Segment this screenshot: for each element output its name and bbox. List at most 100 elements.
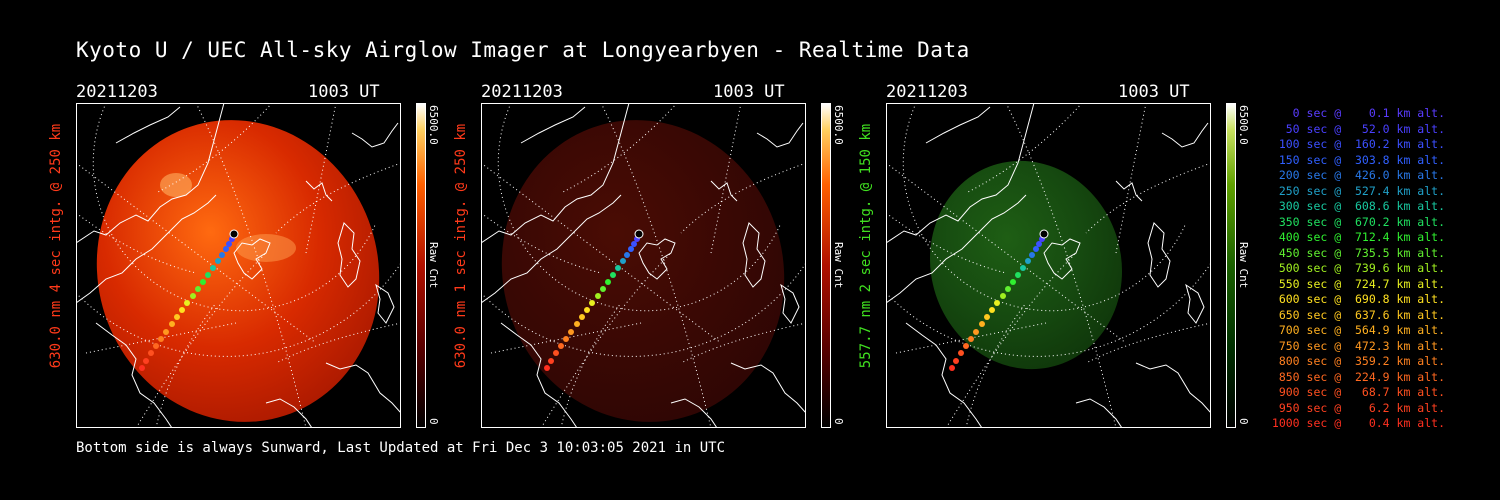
coastline: [1147, 222, 1171, 288]
trajectory-point: [953, 358, 959, 364]
trajectory-point: [615, 265, 621, 271]
coastline: [780, 283, 800, 324]
grid-line: [560, 302, 622, 428]
airglow-field: [96, 120, 380, 422]
coastline: [1135, 362, 1211, 414]
coastline: [76, 194, 217, 304]
panel-date: 20211203: [481, 82, 563, 102]
trajectory-point: [584, 307, 590, 313]
legend-entry: 350 sec @ 670.2 km alt.: [1271, 214, 1445, 229]
trajectory-point: [174, 314, 180, 320]
grid-line: [965, 302, 1027, 428]
trajectory-legend: 0 sec @ 0.1 km alt. 50 sec @ 52.0 km alt…: [1245, 106, 1445, 432]
coastline: [351, 122, 399, 148]
airglow-panel-630nm-1sec: 20211203 1003 UT 630.0 nm 1 sec intg. @ …: [453, 78, 881, 438]
coastline: [1161, 122, 1209, 148]
legend-entry: 750 sec @ 472.3 km alt.: [1271, 338, 1445, 353]
coastline: [710, 180, 738, 202]
trajectory-point: [620, 258, 626, 264]
legend-entry: 800 sec @ 359.2 km alt.: [1271, 354, 1445, 368]
panel-ylabel: 630.0 nm 4 sec intg. @ 250 km: [48, 123, 64, 369]
colorbar-min: 0: [832, 418, 845, 425]
coastline: [670, 398, 718, 428]
trajectory-point: [979, 321, 985, 327]
trajectory-point: [139, 365, 145, 371]
coastline: [76, 103, 225, 244]
trajectory-point: [579, 314, 585, 320]
legend-entry: 850 sec @ 224.9 km alt.: [1271, 369, 1445, 384]
trajectory-point: [1000, 293, 1006, 299]
colorbar-max: 6500.0: [832, 105, 845, 145]
grid-line: [1115, 103, 1147, 254]
grid-line: [540, 252, 672, 428]
legend-entry: 250 sec @ 527.4 km alt.: [1271, 183, 1445, 198]
trajectory-point: [219, 252, 225, 258]
grid-line: [155, 302, 217, 428]
coastline: [481, 103, 630, 244]
grid-line: [76, 212, 197, 274]
legend-entry: 550 sec @ 724.7 km alt.: [1271, 276, 1445, 291]
panel-ylabel: 630.0 nm 1 sec intg. @ 250 km: [453, 123, 469, 369]
legend-entry: 900 sec @ 68.7 km alt.: [1271, 385, 1445, 399]
colorbar-min: 0: [427, 418, 440, 425]
legend-entry: 700 sec @ 564.9 km alt.: [1271, 323, 1445, 337]
bright-patch: [160, 173, 192, 197]
trajectory-point: [1029, 252, 1035, 258]
coastline: [886, 194, 1027, 304]
coastline: [375, 283, 395, 324]
coastline: [1043, 238, 1081, 280]
trajectory-point: [169, 321, 175, 327]
footer-note: Bottom side is always Sunward, Last Upda…: [76, 440, 726, 456]
coastline: [730, 362, 806, 414]
trajectory-point: [158, 336, 164, 342]
legend-entry: 100 sec @ 160.2 km alt.: [1271, 137, 1445, 151]
trajectory-point: [544, 365, 550, 371]
station-marker: [229, 229, 239, 239]
trajectory-point: [1015, 272, 1021, 278]
trajectory-point: [600, 286, 606, 292]
trajectory-point: [223, 246, 229, 252]
trajectory-point: [1020, 265, 1026, 271]
airglow-panel-630nm-4sec: 20211203 1003 UT 630.0 nm 4 sec intg. @ …: [48, 78, 476, 438]
colorbar-unit: Raw Cnt: [427, 242, 440, 289]
legend-entry: 450 sec @ 735.5 km alt.: [1271, 245, 1445, 260]
trajectory-point: [1036, 241, 1042, 247]
coastline: [115, 106, 181, 144]
trajectory-point: [568, 329, 574, 335]
trajectory-point: [553, 350, 559, 356]
trajectory-point: [163, 329, 169, 335]
coastline: [265, 398, 313, 428]
coastline: [886, 103, 1035, 244]
legend-entry: 150 sec @ 303.8 km alt.: [1271, 152, 1445, 167]
bright-patch: [236, 234, 296, 262]
legend-entry: 200 sec @ 426.0 km alt.: [1271, 168, 1445, 182]
coastline: [481, 194, 622, 304]
grid-line: [135, 252, 267, 428]
legend-entry: 650 sec @ 637.6 km alt.: [1271, 307, 1445, 322]
trajectory-point: [963, 343, 969, 349]
trajectory-point: [989, 307, 995, 313]
trajectory-point: [574, 321, 580, 327]
trajectory-point: [628, 246, 634, 252]
airglow-field: [930, 160, 1122, 370]
trajectory-point: [143, 358, 149, 364]
trajectory-point: [1005, 286, 1011, 292]
trajectory-point: [595, 293, 601, 299]
coastline: [742, 222, 766, 288]
panel-date: 20211203: [886, 82, 968, 102]
panel-time: 1003 UT: [308, 82, 380, 102]
colorbar: [416, 103, 426, 428]
trajectory-point: [226, 241, 232, 247]
coastline: [905, 322, 983, 428]
trajectory-point: [949, 365, 955, 371]
trajectory-point: [1033, 246, 1039, 252]
coastline: [95, 322, 173, 428]
panel-time: 1003 UT: [1118, 82, 1190, 102]
grid-line: [680, 322, 806, 364]
trajectory-point: [994, 300, 1000, 306]
coastline: [756, 122, 804, 148]
grid-line: [481, 212, 602, 274]
trajectory-point: [563, 336, 569, 342]
legend-entry: 600 sec @ 690.8 km alt.: [1271, 292, 1445, 306]
colorbar: [821, 103, 831, 428]
